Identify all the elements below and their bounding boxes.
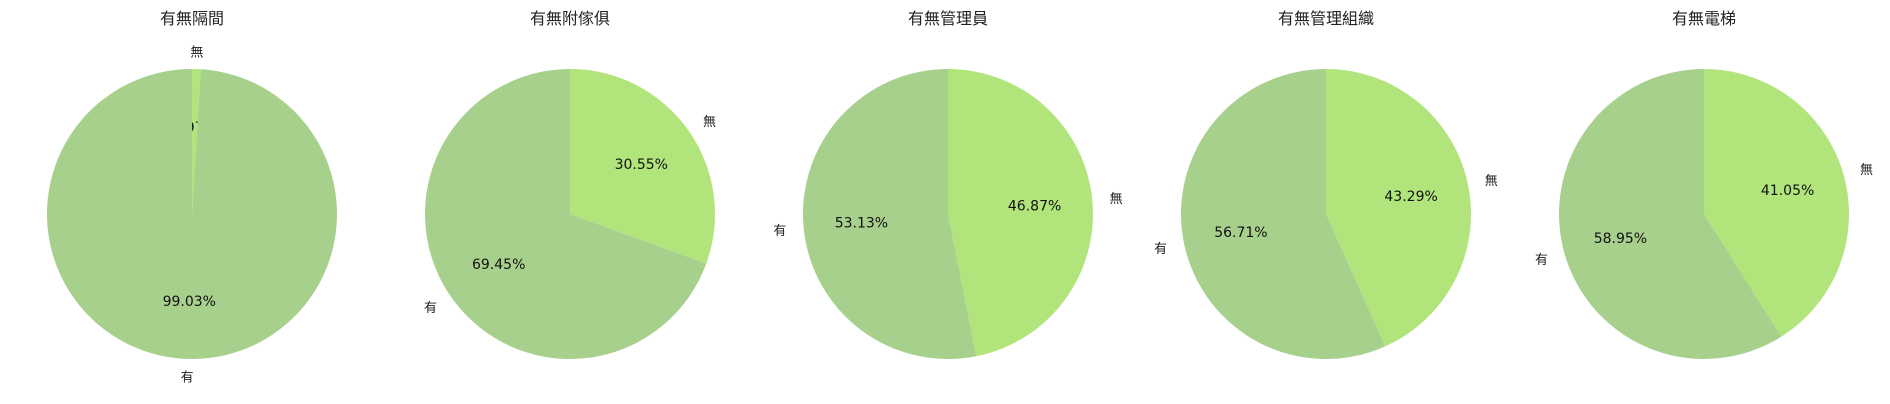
slice-category-label: 有: [773, 224, 786, 239]
slice-percent-label: 41.05%: [1761, 183, 1814, 199]
slice-category-label: 有: [424, 301, 437, 316]
slice-category-label: 有: [181, 370, 194, 385]
slice-percent-label: 99.03%: [163, 294, 216, 310]
pie-slice-yes: [1180, 68, 1386, 359]
slice-category-label: 無: [1860, 163, 1873, 178]
chart-title: 有無隔間: [160, 9, 224, 28]
slice-category-label: 無: [1485, 174, 1498, 189]
slice-category-label: 有: [1535, 253, 1548, 268]
chart-title: 有無管理組織: [1278, 9, 1374, 28]
pie-slice-yes: [1558, 69, 1782, 359]
pie-slice-no: [1704, 69, 1849, 337]
slice-percent-label: 43.29%: [1384, 189, 1437, 205]
chart-title: 有無附傢俱: [530, 9, 610, 28]
slice-percent-label: 58.95%: [1594, 231, 1647, 247]
pie-slice-no: [570, 69, 715, 264]
slice-percent-label: 30.55%: [615, 157, 668, 173]
slice-percent-label: 53.13%: [835, 216, 888, 232]
slice-percent-label: 56.71%: [1214, 225, 1267, 241]
pie-slice-no: [192, 69, 201, 214]
pie-chart-4: 有無管理組織 43.29% 無 56.71% 有: [1154, 9, 1498, 359]
pie-chart-2: 有無附傢俱 30.55% 無 69.45% 有: [424, 9, 716, 359]
pie-chart-5: 有無電梯 41.05% 無 58.95% 有: [1535, 9, 1873, 359]
pie-chart-3: 有無管理員 46.87% 無 53.13% 有: [773, 9, 1123, 359]
pie-slice-no: [948, 69, 1093, 357]
pie-slice-yes: [802, 69, 977, 359]
pie-slice-yes: [424, 69, 707, 359]
slice-category-label: 無: [190, 46, 203, 61]
pie-slice-no: [1326, 69, 1471, 347]
slice-category-label: 有: [1154, 242, 1167, 257]
chart-title: 有無管理員: [908, 9, 988, 28]
pie-slice-yes: [46, 69, 337, 359]
slice-percent-label: 69.45%: [472, 257, 525, 273]
slice-percent-label: 46.87%: [1008, 199, 1061, 215]
slice-category-label: 無: [1110, 192, 1123, 207]
slice-category-label: 無: [703, 115, 716, 130]
chart-title: 有無電梯: [1672, 9, 1736, 28]
